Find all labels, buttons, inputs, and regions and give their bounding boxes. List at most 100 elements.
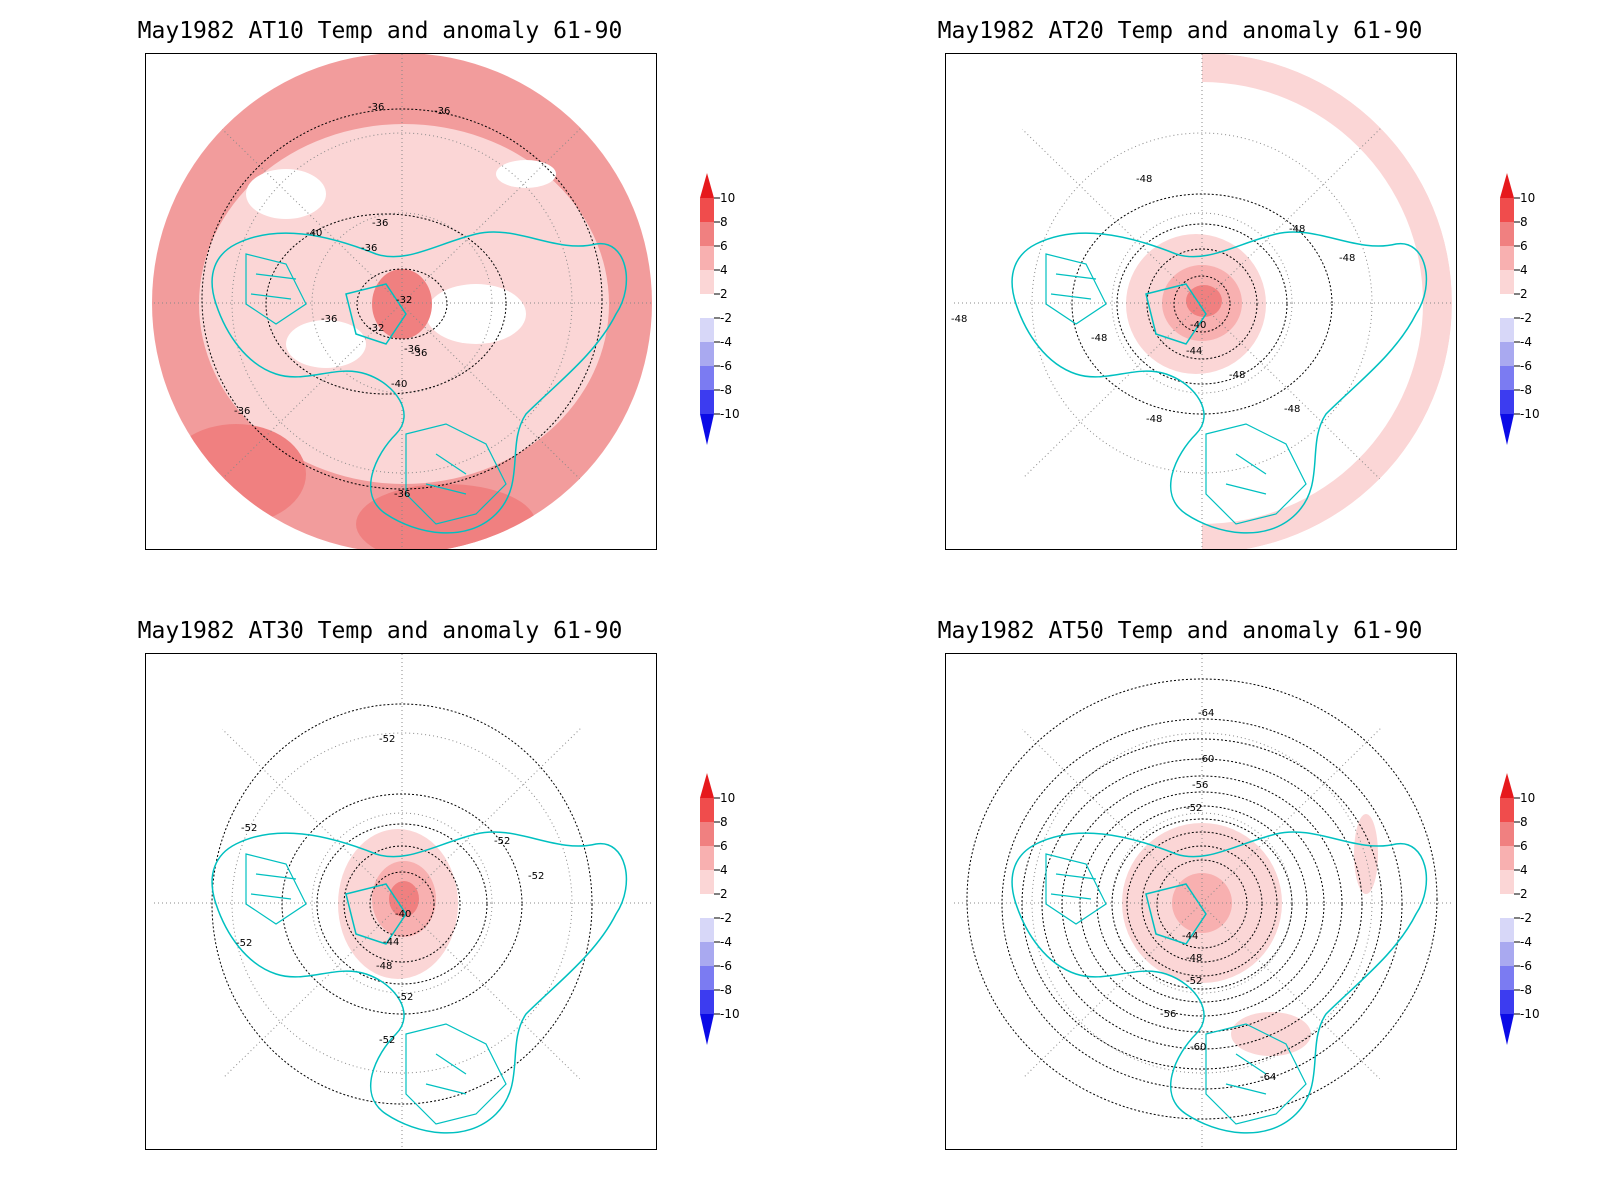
latitude-circle: [231, 132, 573, 474]
colorbar-label: 10: [1520, 791, 1535, 805]
anomaly-region-white: [246, 169, 326, 219]
colorbar-swatch: [1500, 870, 1514, 894]
contour-label: -32: [368, 323, 384, 334]
contour-label: -48: [1289, 224, 1305, 235]
coastline: [405, 423, 507, 525]
colorbar-bottom-arrow: [700, 414, 714, 445]
colorbar-swatch: [1500, 822, 1514, 846]
panel-at30: May1982 AT30 Temp and anomaly 61-90: [0, 600, 800, 1200]
colorbar-label: -6: [1520, 359, 1532, 373]
colorbar-label: 2: [720, 887, 728, 901]
contour-line: [281, 793, 523, 1015]
colorbar-label: -2: [1520, 911, 1532, 925]
map-svg: -36 -36 -36 -36 -40 -36 -32 -32 -36 -36 …: [152, 54, 652, 549]
panel-at50: May1982 AT50 Temp and anomaly 61-90: [800, 600, 1600, 1200]
coastline: [405, 1023, 507, 1125]
colorbar-swatch: [700, 918, 714, 942]
colorbar: 10 8 6 4 2 -2 -4 -6 -8 -10: [1500, 773, 1540, 1045]
meridian-line: [975, 83, 1427, 525]
colorbar-swatch: [1500, 294, 1514, 318]
colorbar-bottom-arrow: [1500, 1014, 1514, 1045]
colorbar-swatch: [700, 318, 714, 342]
map-svg: -52 -52 -52 -52 -52 -40 -44 -48 -52 -52: [152, 654, 652, 1149]
colorbar-swatch: [1500, 198, 1514, 222]
contour-line: [211, 703, 593, 1105]
colorbar-swatch: [1500, 366, 1514, 390]
latitude-circle: [1031, 732, 1373, 1074]
colorbar-swatch: [700, 390, 714, 414]
colorbar-swatch: [1500, 270, 1514, 294]
coastline: [345, 283, 407, 345]
contour-labels: -64 -60 -56 -52 -44 -48 -52 -56 -60 -64: [1160, 708, 1276, 1083]
contour-label: -48: [376, 961, 392, 972]
colorbar: 10 8 6 4 2 -2 -4 -6 -8 -10: [700, 173, 740, 445]
colorbar-label: -10: [720, 407, 740, 421]
colorbar-swatch: [700, 342, 714, 366]
colorbar-label: 2: [720, 287, 728, 301]
contour-label: -36: [434, 106, 450, 117]
coastline: [1145, 883, 1207, 945]
contour-label: -52: [397, 992, 413, 1003]
contour-line: [1071, 193, 1333, 415]
contour-line: [1079, 791, 1325, 1017]
coastline: [1045, 853, 1107, 925]
colorbar-top-arrow: [700, 773, 714, 798]
polar-map: -64 -60 -56 -52 -44 -48 -52 -56 -60 -64: [945, 653, 1457, 1150]
contour-label: -48: [1146, 414, 1162, 425]
contour-label: -52: [528, 871, 544, 882]
colorbar-swatch: [700, 966, 714, 990]
contour-label: -56: [1192, 780, 1208, 791]
colorbar: 10 8 6 4 2 -2 -4 -6 -8 -10: [1500, 173, 1540, 445]
colorbar-label: 4: [1520, 863, 1528, 877]
colorbar-label: -2: [720, 311, 732, 325]
colorbar-swatch: [1500, 918, 1514, 942]
anomaly-region-light: [1202, 54, 1452, 549]
colorbar-swatch: [700, 822, 714, 846]
colorbar-label: -6: [720, 959, 732, 973]
colorbar-label: 10: [720, 791, 735, 805]
latitude-circle: [1031, 132, 1373, 474]
contour-label: -40: [306, 228, 322, 239]
colorbar-swatch: [700, 246, 714, 270]
map-svg: -64 -60 -56 -52 -44 -48 -52 -56 -60 -64: [952, 654, 1452, 1149]
contour-label: -44: [383, 937, 399, 948]
contour-label: -60: [1198, 754, 1214, 765]
colorbar-swatch: [1500, 318, 1514, 342]
polar-map: -52 -52 -52 -52 -52 -40 -44 -48 -52 -52: [145, 653, 657, 1150]
contour-label: -48: [1091, 333, 1107, 344]
contour-label: -48: [1284, 404, 1300, 415]
colorbar-top-arrow: [1500, 773, 1514, 798]
contour-label: -52: [236, 938, 252, 949]
colorbar-label: 6: [1520, 839, 1528, 853]
contour-line: [1111, 818, 1293, 990]
colorbar-label: -2: [1520, 311, 1532, 325]
colorbar-swatch: [700, 990, 714, 1014]
contour-line: [1173, 275, 1231, 333]
colorbar-label: 2: [1520, 887, 1528, 901]
contour-label: -44: [1186, 346, 1202, 357]
panel-title: May1982 AT50 Temp and anomaly 61-90: [937, 618, 1423, 644]
contour-label: -36: [321, 314, 337, 325]
colorbar-swatch: [1500, 798, 1514, 822]
contour-line: [1146, 248, 1258, 360]
colorbar-swatch: [700, 942, 714, 966]
colorbar-swatch: [1500, 846, 1514, 870]
panel-title: May1982 AT30 Temp and anomaly 61-90: [137, 618, 623, 644]
meridian-line: [175, 683, 627, 1125]
meridian-line: [175, 83, 627, 525]
meridian-line: [975, 683, 1427, 1125]
contour-label: -56: [1160, 1009, 1176, 1020]
colorbar-label: -8: [1520, 383, 1532, 397]
contour-label: -36: [372, 218, 388, 229]
colorbar-swatch: [1500, 390, 1514, 414]
colorbar-label: -8: [720, 383, 732, 397]
colorbar-label: -10: [720, 1007, 740, 1021]
coastline: [345, 883, 407, 945]
colorbar-bottom-arrow: [700, 1014, 714, 1045]
coastline: [245, 253, 307, 325]
contour-line: [1156, 859, 1248, 949]
contour-line: [343, 845, 461, 963]
colorbar-label: 4: [720, 863, 728, 877]
colorbar-swatch: [700, 870, 714, 894]
colorbar-swatch: [1500, 246, 1514, 270]
